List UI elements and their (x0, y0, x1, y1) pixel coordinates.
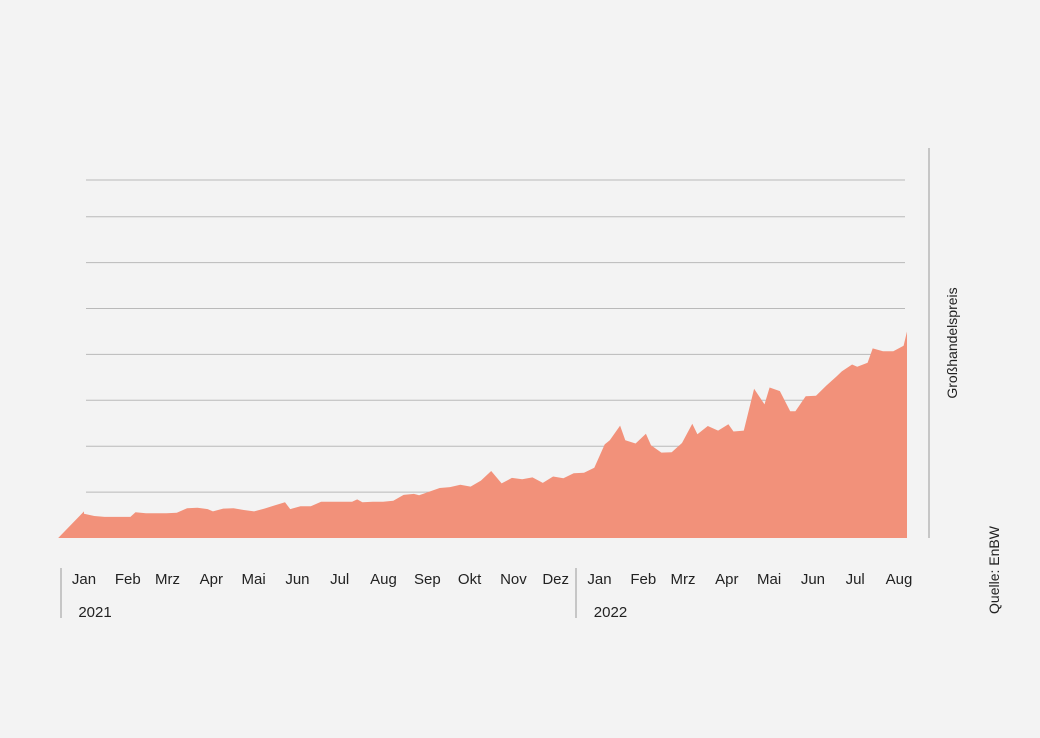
x-tick-label: Feb (115, 571, 141, 588)
area-series (58, 302, 907, 538)
x-tick-label: Mrz (155, 571, 180, 588)
x-tick-label: Jan (587, 571, 611, 588)
x-tick-label: Feb (630, 571, 656, 588)
year-label: 2021 (78, 604, 111, 621)
x-tick-label: Jul (330, 571, 349, 588)
x-tick-label: Jan (72, 571, 96, 588)
year-labels: 2021 2022 (78, 604, 627, 621)
y-axis-label: Großhandelspreis (944, 287, 960, 398)
x-tick-label: Nov (500, 571, 527, 588)
x-tick-label: Aug (886, 571, 913, 588)
x-tick-label: Jun (801, 571, 825, 588)
x-tick-label: Mai (757, 571, 781, 588)
source-note: Quelle: EnBW (986, 525, 1002, 614)
x-tick-label: Apr (715, 571, 738, 588)
x-tick-label: Apr (200, 571, 223, 588)
x-tick-label: Jul (846, 571, 865, 588)
x-tick-label: Okt (458, 571, 482, 588)
x-tick-label: Mrz (671, 571, 696, 588)
x-tick-label: Aug (370, 571, 397, 588)
year-label: 2022 (594, 604, 627, 621)
x-tick-label: Sep (414, 571, 441, 588)
x-tick-label: Dez (542, 571, 569, 588)
x-tick-labels: Jan Feb Mrz Apr Mai Jun Jul Aug Sep Okt Nov Dez Jan F… (72, 571, 912, 588)
axis-lines (60, 148, 930, 618)
x-tick-label: Mai (242, 571, 266, 588)
gridlines (86, 179, 905, 493)
x-tick-label: Jun (285, 571, 309, 588)
